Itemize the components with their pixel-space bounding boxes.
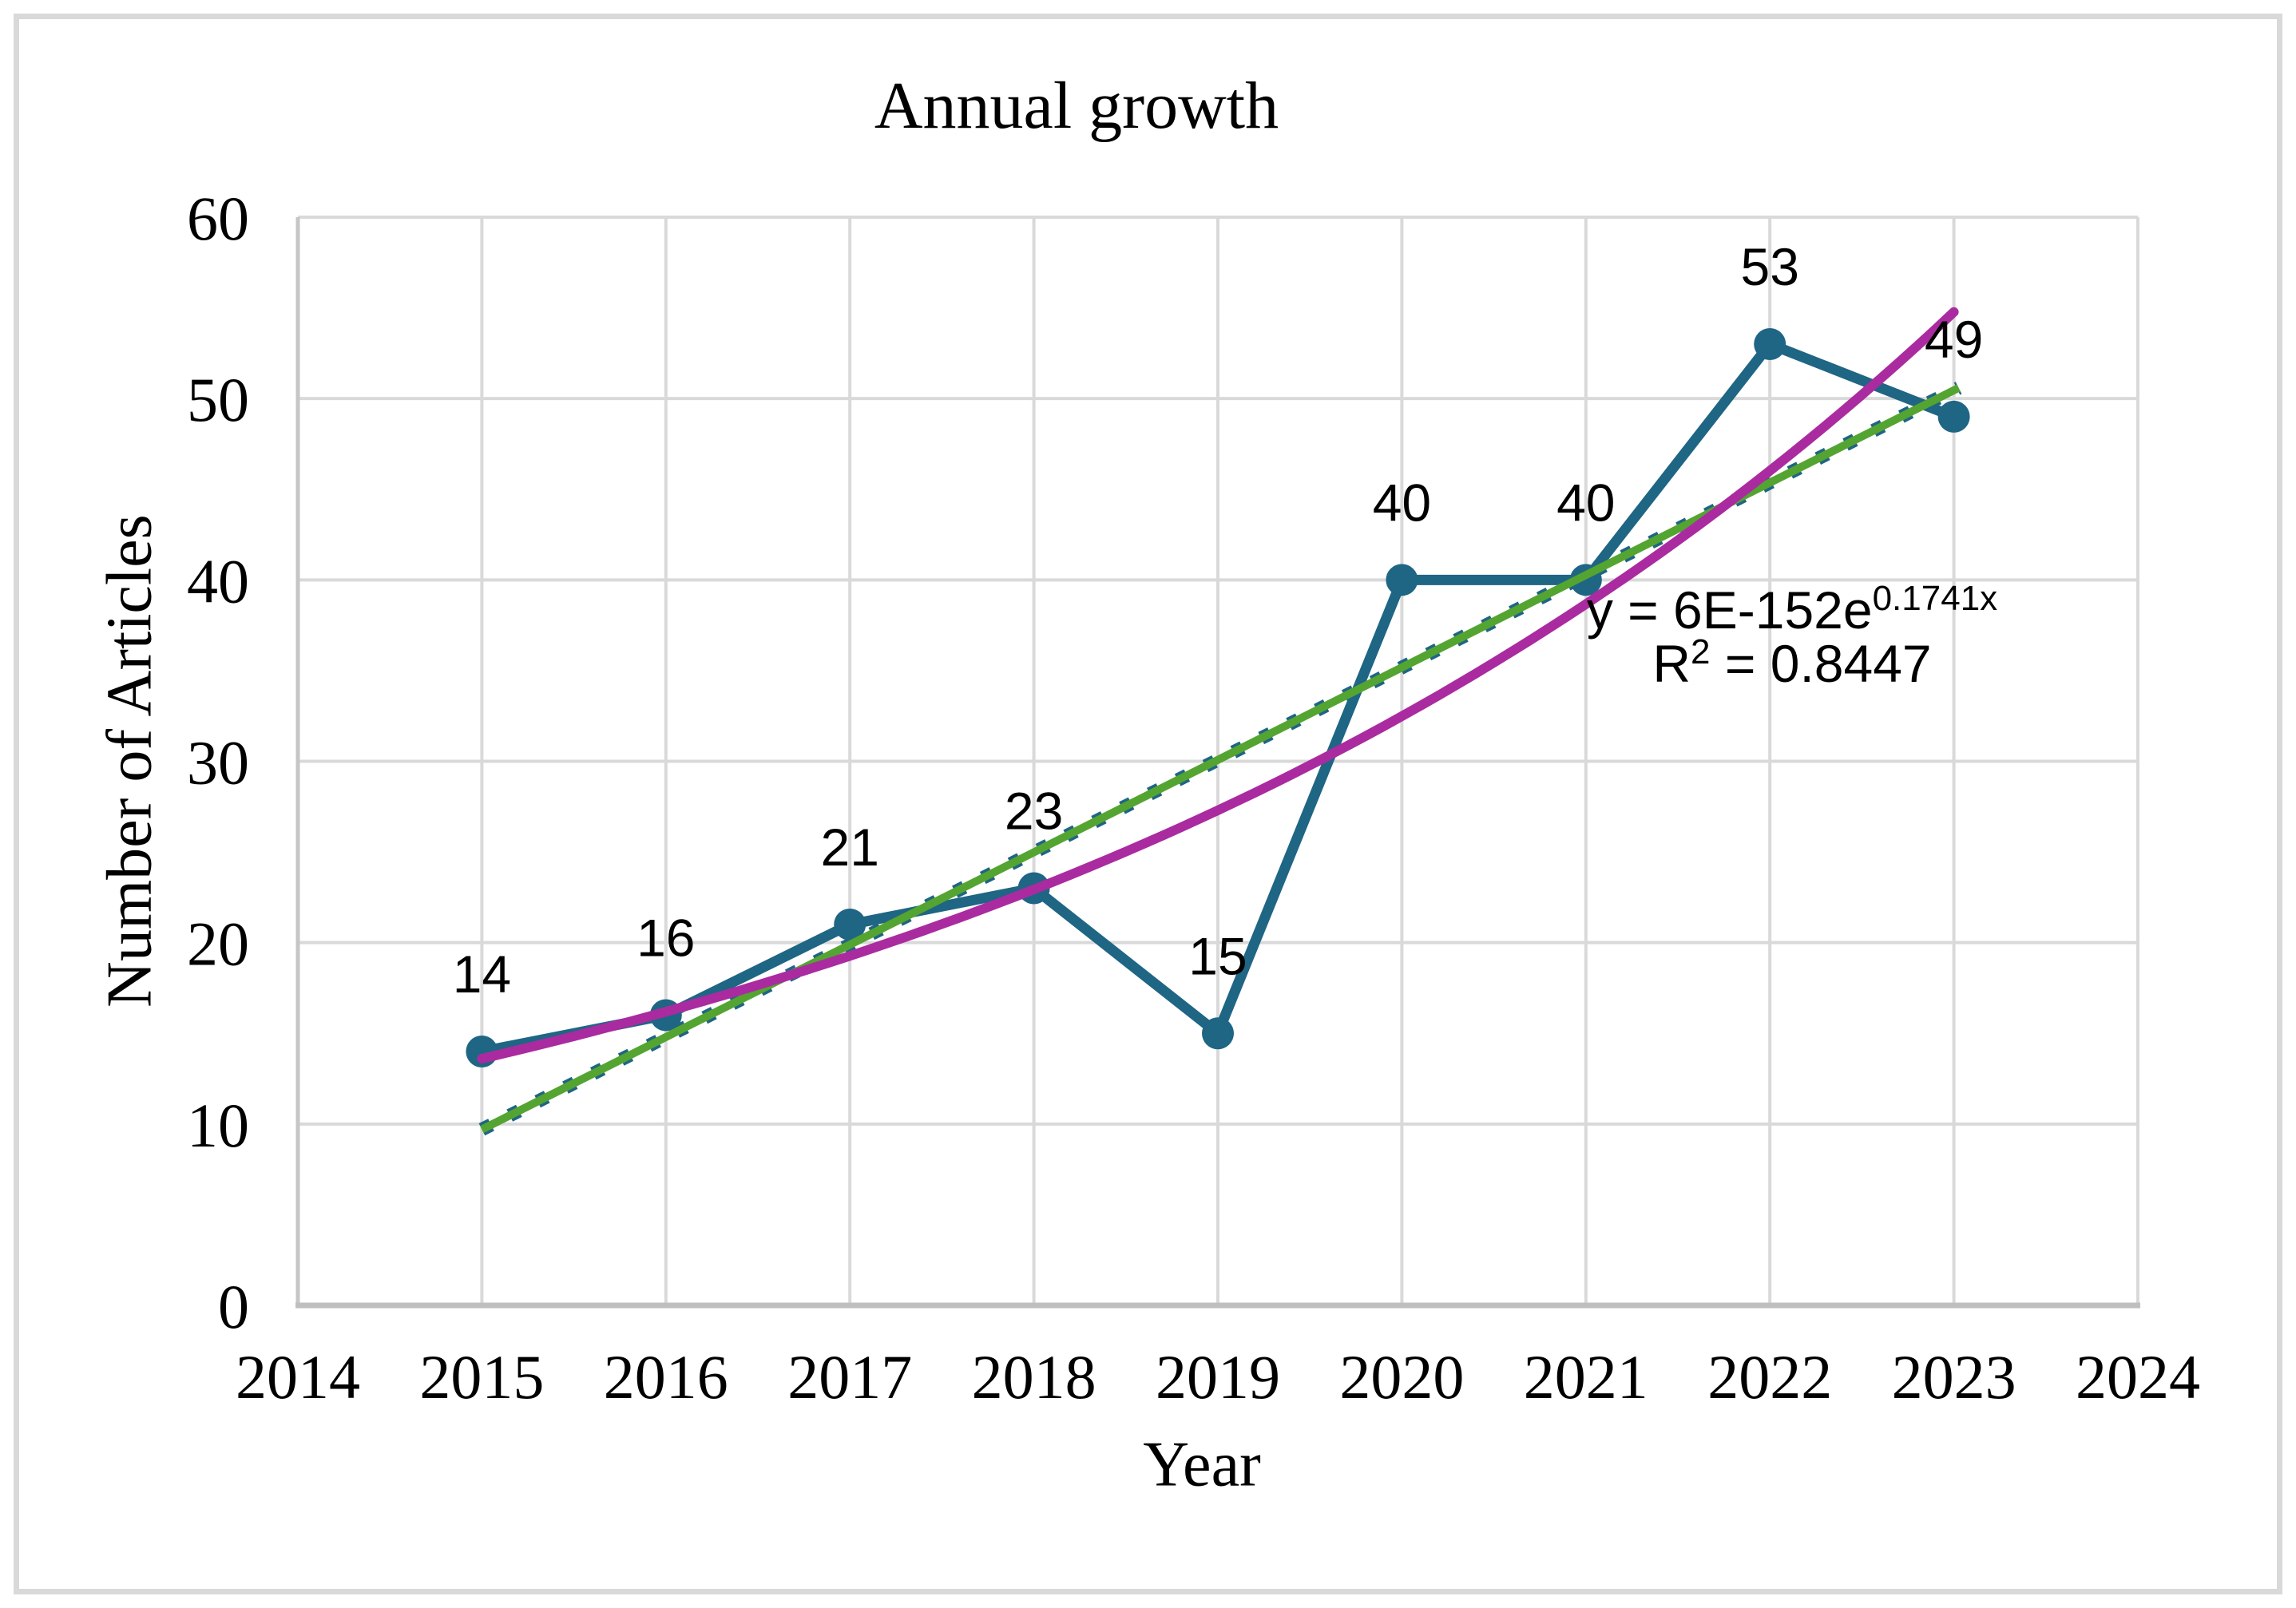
data-label: 14 — [453, 945, 511, 1004]
r2-rest: = 0.8447 — [1710, 634, 1932, 693]
y-axis-title: Number of Articles — [94, 514, 165, 1008]
series-marker — [1937, 400, 1970, 433]
series-marker — [1202, 1017, 1234, 1050]
x-tick-label: 2024 — [2076, 1342, 2200, 1412]
x-tick-label: 2018 — [972, 1342, 1096, 1412]
data-label: 40 — [1373, 473, 1431, 532]
y-tick-label: 40 — [187, 546, 249, 616]
y-tick-label: 60 — [187, 184, 249, 253]
x-tick-label: 2014 — [236, 1342, 360, 1412]
series-marker — [1386, 564, 1418, 596]
equation-base: y = 6E-152e — [1586, 580, 1873, 640]
x-tick-label: 2016 — [604, 1342, 728, 1412]
x-tick-label: 2019 — [1156, 1342, 1280, 1412]
trendline-r2-line: R2 = 0.8447 — [1587, 634, 1997, 693]
equation-exponent: 0.1741x — [1872, 579, 1998, 618]
data-label: 21 — [820, 818, 878, 877]
trendline-equation-line: y = 6E-152e0.1741x — [1587, 581, 1997, 637]
data-label: 16 — [636, 909, 695, 968]
r2-sup: 2 — [1691, 632, 1711, 671]
x-tick-label: 2021 — [1524, 1342, 1648, 1412]
y-tick-label: 50 — [187, 365, 249, 434]
chart-title: Annual growth — [874, 69, 1279, 143]
series-marker — [1754, 328, 1786, 361]
x-tick-label: 2015 — [419, 1342, 544, 1412]
x-tick-label: 2017 — [787, 1342, 912, 1412]
trendline-equation-block: y = 6E-152e0.1741x R2 = 0.8447 — [1587, 581, 1997, 693]
series-marker — [834, 908, 866, 941]
data-label: 53 — [1740, 237, 1798, 296]
data-label: 49 — [1925, 310, 1983, 369]
x-tick-label: 2023 — [1892, 1342, 2016, 1412]
data-label: 40 — [1556, 473, 1615, 532]
y-tick-label: 20 — [187, 909, 249, 979]
y-tick-label: 30 — [187, 728, 249, 798]
data-label: 15 — [1188, 926, 1247, 985]
data-label: 23 — [1005, 782, 1063, 841]
x-tick-label: 2022 — [1707, 1342, 1832, 1412]
x-axis-title: Year — [1143, 1429, 1261, 1500]
r2-base: R — [1652, 634, 1691, 693]
x-tick-label: 2020 — [1339, 1342, 1464, 1412]
y-tick-label: 10 — [187, 1091, 249, 1160]
y-tick-label: 0 — [218, 1272, 249, 1341]
exponential-trendline — [477, 307, 1959, 1063]
